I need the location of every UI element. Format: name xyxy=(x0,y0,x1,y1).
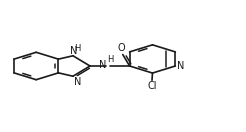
Text: N: N xyxy=(70,46,77,56)
Text: O: O xyxy=(118,43,126,53)
Text: N: N xyxy=(177,61,185,71)
Text: H: H xyxy=(74,44,80,53)
Text: N: N xyxy=(99,60,107,70)
Text: Cl: Cl xyxy=(147,81,157,91)
Text: H: H xyxy=(107,55,113,64)
Text: N: N xyxy=(74,77,81,87)
